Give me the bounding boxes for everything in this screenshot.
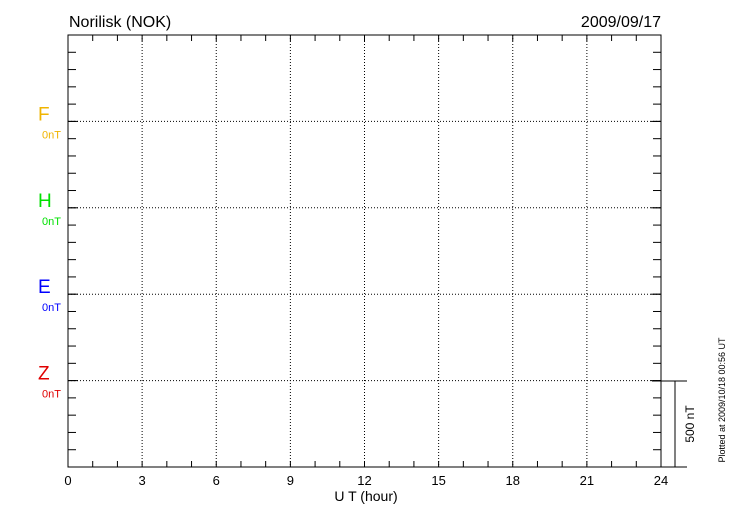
chart-date: 2009/09/17 <box>581 14 661 31</box>
series-name-z: Z <box>38 364 50 385</box>
series-name-f: F <box>38 104 50 125</box>
series-baseline-label: 0nT <box>42 216 61 228</box>
scale-bar-label: 500 nT <box>683 405 697 443</box>
x-tick-label: 9 <box>287 473 294 488</box>
x-tick-label: 24 <box>654 473 668 488</box>
series-baseline-label: 0nT <box>42 302 61 314</box>
plotted-timestamp: Plotted at 2009/10/18 00:56 UT <box>717 337 727 463</box>
x-tick-label: 0 <box>64 473 71 488</box>
series-name-h: H <box>38 191 52 212</box>
chart-title: Norilisk (NOK) <box>69 14 171 31</box>
x-tick-label: 6 <box>213 473 220 488</box>
plot-frame <box>67 34 662 468</box>
x-tick-label: 18 <box>506 473 520 488</box>
x-tick-label: 12 <box>357 473 371 488</box>
scale-bar <box>652 380 687 468</box>
x-tick-label: 21 <box>580 473 594 488</box>
series-baseline-label: 0nT <box>42 129 61 141</box>
series-name-e: E <box>38 277 51 298</box>
series-baseline-label: 0nT <box>42 389 61 401</box>
x-axis-label: U T (hour) <box>334 488 397 504</box>
x-tick-label: 15 <box>431 473 445 488</box>
x-tick-label: 3 <box>139 473 146 488</box>
